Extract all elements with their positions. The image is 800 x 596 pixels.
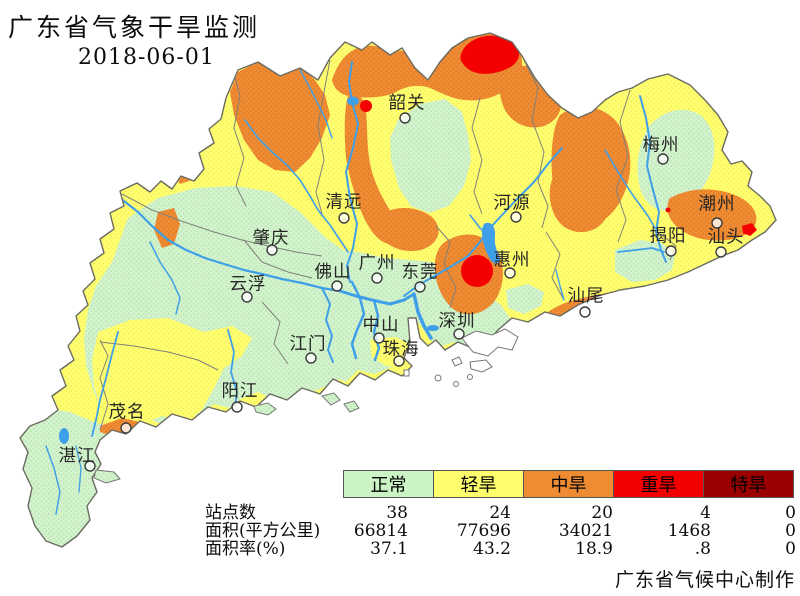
city-marker bbox=[241, 291, 253, 303]
city-marker bbox=[715, 246, 727, 258]
pct-moderate: 18.9 bbox=[575, 539, 613, 559]
stations-normal: 38 bbox=[386, 503, 408, 523]
area-pct-row: 面积率(%) 37.1 43.2 18.9 .8 0 bbox=[0, 540, 800, 558]
stations-row: 站点数 38 24 20 4 0 bbox=[0, 504, 800, 522]
drought-legend: 正常 轻旱 中旱 重旱 特旱 bbox=[343, 470, 794, 498]
city-label: 清远 bbox=[326, 193, 363, 213]
row-label: 面积率(%) bbox=[205, 539, 286, 559]
city-marker bbox=[453, 328, 465, 340]
city-label: 梅州 bbox=[643, 136, 680, 156]
city-label: 云浮 bbox=[230, 275, 267, 295]
city-label: 江门 bbox=[290, 335, 327, 355]
city-label: 惠州 bbox=[494, 251, 531, 271]
city-label: 中山 bbox=[363, 316, 400, 336]
legend-cell-light: 轻旱 bbox=[433, 471, 523, 497]
city-marker bbox=[371, 272, 383, 284]
city-marker bbox=[120, 422, 132, 434]
legend-cell-normal: 正常 bbox=[344, 471, 433, 497]
city-marker bbox=[231, 401, 243, 413]
stations-moderate: 20 bbox=[591, 503, 613, 523]
city-marker bbox=[305, 352, 317, 364]
city-label: 珠海 bbox=[383, 340, 420, 360]
city-label: 揭阳 bbox=[650, 227, 687, 247]
area-light: 77696 bbox=[456, 521, 511, 541]
city-label: 深圳 bbox=[439, 312, 476, 332]
area-severe: 1468 bbox=[667, 521, 711, 541]
legend-cell-moderate: 中旱 bbox=[523, 471, 613, 497]
city-label: 阳江 bbox=[222, 382, 259, 402]
stations-extreme: 0 bbox=[785, 503, 796, 523]
lakes bbox=[59, 96, 501, 444]
city-label: 佛山 bbox=[315, 263, 352, 283]
area-extreme: 0 bbox=[785, 521, 796, 541]
stations-light: 24 bbox=[489, 503, 511, 523]
city-marker bbox=[338, 212, 350, 224]
pct-severe: .8 bbox=[694, 539, 711, 559]
city-marker bbox=[331, 280, 343, 292]
legend-cell-extreme: 特旱 bbox=[703, 471, 793, 497]
pct-extreme: 0 bbox=[785, 539, 796, 559]
city-marker bbox=[579, 306, 591, 318]
city-marker bbox=[504, 267, 516, 279]
city-marker bbox=[657, 153, 669, 165]
city-label: 肇庆 bbox=[253, 229, 290, 249]
pct-light: 43.2 bbox=[473, 539, 511, 559]
city-marker bbox=[393, 355, 405, 367]
city-marker bbox=[414, 281, 426, 293]
city-marker bbox=[84, 460, 96, 472]
page-title: 广东省气象干旱监测 bbox=[8, 13, 261, 42]
city-label: 潮州 bbox=[699, 195, 736, 215]
page-date: 2018-06-01 bbox=[78, 45, 215, 70]
city-marker bbox=[399, 112, 411, 124]
city-marker bbox=[711, 217, 723, 229]
city-label: 东莞 bbox=[402, 263, 439, 283]
city-marker bbox=[373, 332, 385, 344]
producer-credit: 广东省气候中心制作 bbox=[614, 569, 795, 591]
city-label: 韶关 bbox=[389, 94, 426, 114]
islands-and-hk bbox=[93, 328, 519, 484]
area-row: 面积(平方公里) 66814 77696 34021 1468 0 bbox=[0, 522, 800, 540]
area-moderate: 34021 bbox=[558, 521, 613, 541]
row-label: 站点数 bbox=[205, 503, 256, 523]
city-marker bbox=[665, 245, 677, 257]
city-label: 茂名 bbox=[109, 403, 146, 423]
severe-drought-regions bbox=[360, 35, 757, 287]
city-marker bbox=[266, 244, 278, 256]
city-marker bbox=[510, 211, 522, 223]
rivers bbox=[45, 61, 667, 515]
city-label: 广州 bbox=[359, 254, 396, 274]
area-normal: 66814 bbox=[353, 521, 408, 541]
pct-normal: 37.1 bbox=[370, 539, 408, 559]
stations-severe: 4 bbox=[700, 503, 711, 523]
row-label: 面积(平方公里) bbox=[205, 521, 321, 541]
city-label: 汕头 bbox=[708, 228, 745, 248]
city-label: 湛江 bbox=[59, 447, 96, 467]
city-label: 河源 bbox=[494, 194, 531, 214]
city-label: 汕尾 bbox=[568, 287, 605, 307]
legend-cell-severe: 重旱 bbox=[613, 471, 703, 497]
